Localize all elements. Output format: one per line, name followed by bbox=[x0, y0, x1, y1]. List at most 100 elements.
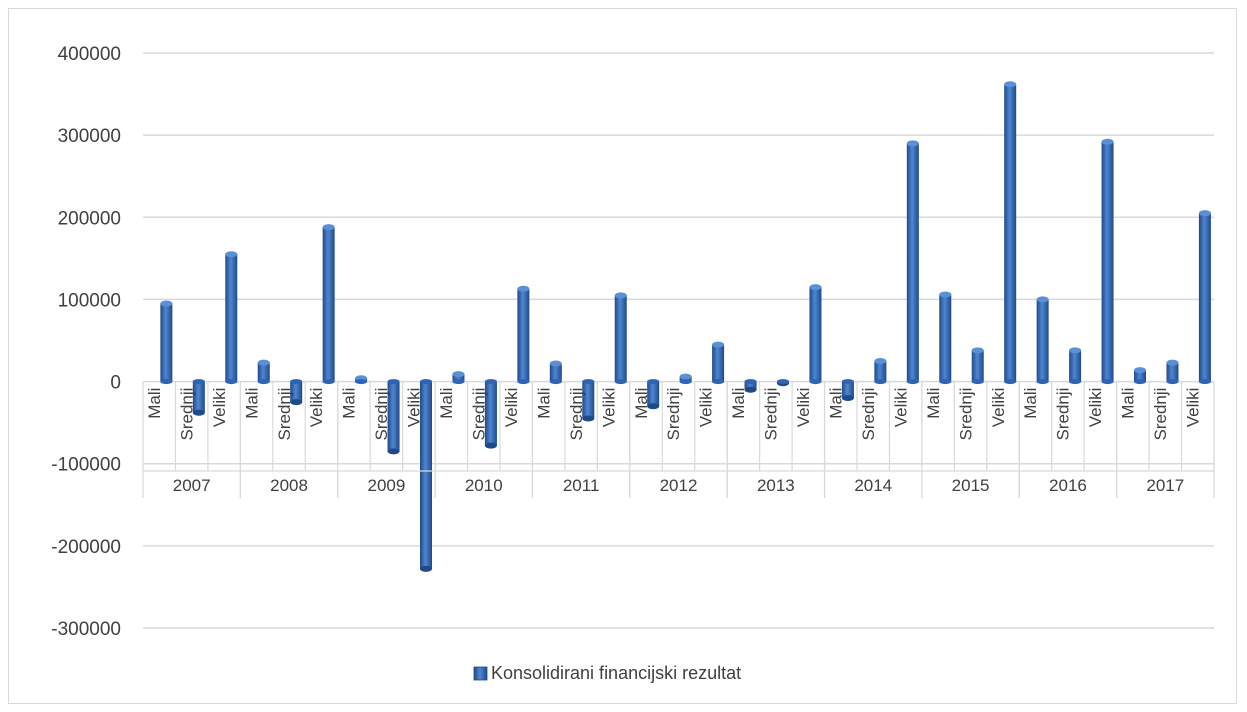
bar-cap bbox=[322, 224, 335, 231]
bar-base bbox=[1166, 379, 1179, 385]
bar-base bbox=[290, 379, 303, 385]
subcategory-label: Mali bbox=[145, 388, 164, 419]
bar-base bbox=[517, 379, 530, 385]
bar-body bbox=[647, 381, 660, 407]
bar-2011-srednji bbox=[582, 379, 595, 422]
bar-2012-srednji bbox=[679, 373, 692, 385]
subcategory-label: Srednji bbox=[177, 388, 196, 441]
subcategory-label: Srednji bbox=[956, 388, 975, 441]
bar-cap bbox=[1069, 347, 1082, 354]
x-axis-category-table: Mali Srednji Veliki 2007 Mali Srednji Veliki 20… bbox=[142, 381, 1215, 498]
bar-2015-mali bbox=[939, 291, 952, 385]
bar-cap bbox=[906, 140, 919, 147]
bar-2017-mali bbox=[1134, 367, 1147, 385]
bar-cap bbox=[257, 359, 270, 366]
year-label: 2010 bbox=[465, 476, 503, 495]
year-label: 2009 bbox=[367, 476, 405, 495]
bar-2007-mali bbox=[160, 300, 173, 385]
bar-cap bbox=[1101, 138, 1114, 145]
bar-cap bbox=[744, 386, 757, 393]
bar-base bbox=[322, 379, 335, 385]
bar-body bbox=[1101, 141, 1114, 382]
bar-body bbox=[549, 363, 562, 382]
bar-base bbox=[257, 379, 270, 385]
subcategory-label: Veliki bbox=[502, 388, 521, 428]
bar-cap bbox=[1198, 210, 1211, 217]
bar-body bbox=[906, 143, 919, 382]
bar-body bbox=[1036, 299, 1049, 382]
subcategory-label: Mali bbox=[1119, 388, 1138, 419]
bar-2015-srednji bbox=[971, 347, 984, 385]
year-label: 2016 bbox=[1049, 476, 1087, 495]
bar-cap bbox=[614, 292, 627, 299]
year-label: 2012 bbox=[660, 476, 698, 495]
subcategory-label: Mali bbox=[242, 388, 261, 419]
bar-base bbox=[420, 379, 433, 385]
bar-body bbox=[517, 288, 530, 382]
subcategory-label: Mali bbox=[924, 388, 943, 419]
bar-body bbox=[712, 344, 725, 382]
bar-base bbox=[809, 379, 822, 385]
bar-base bbox=[160, 379, 173, 385]
bar-2014-srednji bbox=[874, 358, 887, 385]
bar-cap bbox=[160, 300, 173, 307]
bar-body bbox=[1134, 370, 1147, 382]
bar-body bbox=[874, 361, 887, 382]
legend-swatch bbox=[473, 666, 488, 681]
bar-base bbox=[906, 379, 919, 385]
year-label: 2017 bbox=[1146, 476, 1184, 495]
bar-body bbox=[420, 381, 433, 569]
bar-2008-srednji bbox=[290, 379, 303, 406]
year-label: 2015 bbox=[952, 476, 990, 495]
bar-body bbox=[1198, 213, 1211, 382]
subcategory-label: Veliki bbox=[891, 388, 910, 428]
bar-base bbox=[971, 379, 984, 385]
year-label: 2014 bbox=[854, 476, 892, 495]
bar-body bbox=[1004, 84, 1017, 382]
bar-body bbox=[744, 381, 757, 390]
subcategory-label: Srednji bbox=[469, 388, 488, 441]
bar-2017-srednji bbox=[1166, 359, 1179, 385]
bar-2013-mali bbox=[744, 379, 757, 393]
y-axis-tick-labels: 400000 300000 200000 100000 0 -100000 -200000 -… bbox=[51, 44, 121, 640]
bar-2009-srednji bbox=[387, 379, 400, 455]
y-tick-label: 100000 bbox=[58, 290, 121, 311]
y-tick-label: 200000 bbox=[58, 208, 121, 229]
subcategory-label: Srednji bbox=[762, 388, 781, 441]
bar-cap bbox=[517, 285, 530, 292]
bar-cap bbox=[1004, 81, 1017, 88]
bar-2017-veliki bbox=[1198, 210, 1211, 385]
subcategory-label: Mali bbox=[340, 388, 359, 419]
subcategory-label: Veliki bbox=[697, 388, 716, 428]
bar-base bbox=[614, 379, 627, 385]
bar-base bbox=[679, 379, 692, 385]
bar-base bbox=[712, 379, 725, 385]
year-label: 2007 bbox=[173, 476, 211, 495]
bar-body bbox=[160, 303, 173, 382]
bar-2008-mali bbox=[257, 359, 270, 385]
bar-2013-srednji bbox=[777, 379, 790, 387]
subcategory-label: Mali bbox=[1021, 388, 1040, 419]
bar-2016-veliki bbox=[1101, 138, 1114, 385]
bar-cap bbox=[1036, 296, 1049, 303]
legend: Konsolidirani financijski rezultat bbox=[473, 663, 741, 683]
bar-2015-veliki bbox=[1004, 81, 1017, 385]
bar-base bbox=[549, 379, 562, 385]
bar-cap bbox=[387, 448, 400, 455]
bar-body bbox=[225, 254, 238, 382]
bar-base bbox=[1069, 379, 1082, 385]
bar-chart: 400000 300000 200000 100000 0 -100000 -200000 -… bbox=[51, 44, 1215, 683]
bar-base bbox=[355, 379, 368, 385]
bar-base bbox=[744, 379, 757, 385]
bar-body bbox=[484, 381, 497, 446]
subcategory-label: Mali bbox=[534, 388, 553, 419]
bar-base bbox=[777, 379, 790, 385]
bar-cap bbox=[712, 341, 725, 348]
bar-body bbox=[192, 381, 205, 413]
subcategory-label: Veliki bbox=[1183, 388, 1202, 428]
bar-2009-veliki bbox=[420, 379, 433, 572]
bar-2009-mali bbox=[355, 375, 368, 385]
y-tick-label: -200000 bbox=[51, 537, 121, 558]
bar-base bbox=[841, 379, 854, 385]
bar-2014-mali bbox=[841, 379, 854, 401]
